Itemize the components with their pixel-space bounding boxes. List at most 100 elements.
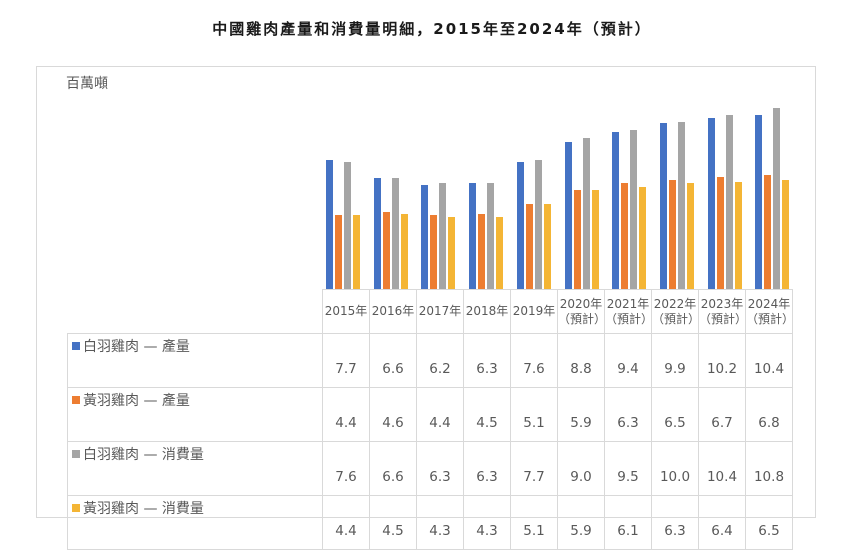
category-label-line: 2020年: [559, 296, 603, 311]
table-cell: 6.7: [698, 387, 746, 442]
category-label: 2024年 （預計）: [745, 289, 795, 334]
bar: [439, 183, 447, 289]
bar: [478, 213, 486, 289]
legend-label: 白羽雞肉 — 消費量: [83, 447, 204, 463]
plot-area: [319, 90, 796, 289]
bar: [382, 211, 390, 289]
bar: [373, 178, 381, 289]
bar: [421, 185, 429, 289]
table-cell: 10.0: [651, 441, 699, 496]
category-label-line: 2022年: [653, 296, 697, 311]
legend-swatch-icon: [72, 504, 80, 512]
table-cell: 4.4: [416, 387, 464, 442]
bar: [534, 160, 542, 289]
table-cell: 6.8: [745, 387, 793, 442]
category-label-line: 2017年: [418, 304, 462, 318]
bar: [686, 183, 694, 289]
bar: [516, 161, 524, 289]
category-label-line: 2021年: [606, 296, 650, 311]
category-label-line: 2024年: [747, 296, 791, 311]
table-cell: 9.4: [604, 333, 652, 388]
table-header-row: 2015年 2016年 2017年 2018年 2019年 2020年 （預計） 2021年（…: [68, 289, 795, 334]
bar: [335, 215, 342, 289]
bar: [716, 176, 724, 289]
table-row: 白羽雞肉 — 產量 7.7 6.6 6.2 6.3 7.6 8.8 9.4 9.9 10.2 10.…: [67, 333, 793, 388]
table-cell: 6.1: [604, 495, 652, 550]
legend-entry: 黃羽雞肉 — 產量: [67, 387, 323, 442]
data-table: 2015年 2016年 2017年 2018年 2019年 2020年 （預計） 2021年（…: [67, 289, 795, 550]
legend-swatch-icon: [72, 396, 80, 404]
category-label: 2020年 （預計）: [557, 289, 607, 334]
table-cell: 8.8: [557, 333, 605, 388]
table-cell: 6.5: [651, 387, 699, 442]
legend-entry: 黃羽雞肉 — 消費量: [67, 495, 323, 550]
table-cell: 5.9: [557, 495, 605, 550]
table-cell: 6.3: [416, 441, 464, 496]
bar: [630, 129, 638, 289]
table-cell: 4.6: [369, 387, 417, 442]
table-cell: 4.4: [322, 387, 370, 442]
table-cell: 6.3: [463, 333, 511, 388]
table-row: 黃羽雞肉 — 消費量 4.4 4.5 4.3 4.3 5.1 5.9 6.1 6.3 6.4 6.5: [67, 495, 793, 550]
table-cell: 6.3: [604, 387, 652, 442]
table-cell: 10.4: [745, 333, 793, 388]
table-cell: 6.3: [651, 495, 699, 550]
legend-entry: 白羽雞肉 — 消費量: [67, 441, 323, 496]
bar: [612, 131, 620, 289]
table-cell: 10.8: [745, 441, 793, 496]
bar: [639, 186, 647, 289]
table-cell: 6.4: [698, 495, 746, 550]
bar: [659, 123, 667, 289]
y-axis-unit-label: 百萬噸: [66, 76, 108, 92]
table-cell: 10.4: [698, 441, 746, 496]
table-cell: 4.3: [416, 495, 464, 550]
bar: [734, 181, 742, 289]
table-cell: 5.9: [557, 387, 605, 442]
table-cell: 5.1: [510, 387, 558, 442]
bar: [773, 108, 781, 289]
category-label: 2016年: [369, 289, 417, 334]
bar: [353, 215, 360, 289]
table-cell: 9.0: [557, 441, 605, 496]
bar: [543, 203, 551, 289]
bar: [582, 138, 590, 289]
table-cell: 7.6: [322, 441, 370, 496]
legend-entry: 白羽雞肉 — 產量: [67, 333, 323, 388]
bar: [496, 216, 504, 289]
category-label-line: （預計）: [652, 311, 701, 326]
category-label-line: （預計）: [605, 311, 654, 326]
bar: [725, 114, 733, 289]
category-label-line: 2023年: [700, 296, 744, 311]
category-label-line: （預計）: [746, 311, 795, 326]
bar: [448, 216, 456, 289]
legend-label: 黃羽雞肉 — 產量: [83, 393, 190, 409]
table-cell: 4.5: [369, 495, 417, 550]
legend-label: 黃羽雞肉 — 消費量: [83, 501, 204, 517]
category-label-line: 2016年: [371, 304, 415, 318]
bar: [668, 180, 676, 289]
category-label-line: （預計）: [558, 311, 607, 326]
table-cell: 4.5: [463, 387, 511, 442]
bar: [391, 178, 399, 289]
chart-title: 中國雞肉產量和消費量明細，2015年至2024年（預計）: [212, 20, 652, 38]
table-corner: [68, 290, 323, 334]
category-label: 2022年 （預計）: [651, 289, 701, 334]
table-cell: 4.3: [463, 495, 511, 550]
bar: [400, 213, 408, 289]
category-label-line: 2019年: [512, 304, 556, 318]
category-label: 2018年: [463, 289, 511, 334]
table-row: 黃羽雞肉 — 產量 4.4 4.6 4.4 4.5 5.1 5.9 6.3 6.5 6.7 6.8: [67, 387, 793, 442]
category-label: 2023年 （預計）: [698, 289, 747, 334]
table-cell: 4.4: [322, 495, 370, 550]
table-cell: 6.6: [369, 441, 417, 496]
bar: [755, 114, 763, 289]
table-cell: 6.6: [369, 333, 417, 388]
table-cell: 6.3: [463, 441, 511, 496]
bar: [707, 118, 715, 289]
bar: [487, 183, 495, 289]
table-cell: 7.7: [510, 441, 558, 496]
table-row: 白羽雞肉 — 消費量 7.6 6.6 6.3 6.3 7.7 9.0 9.5 10.0 10.4 1…: [67, 441, 793, 496]
bar: [677, 121, 685, 289]
bar: [564, 141, 572, 289]
legend-swatch-icon: [72, 450, 80, 458]
